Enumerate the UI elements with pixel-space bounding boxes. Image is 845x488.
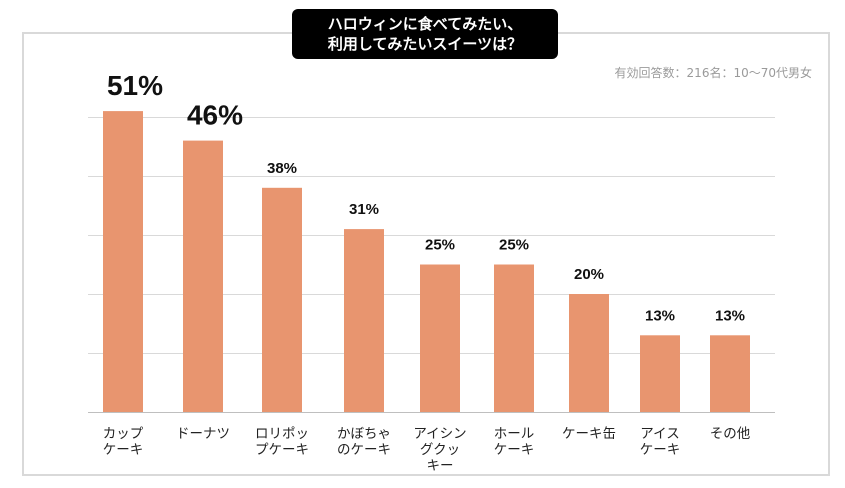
category-label: かぼちゃ <box>337 426 391 442</box>
category-label: のケーキ <box>337 442 391 458</box>
data-label: 31% <box>349 201 379 218</box>
chart-title-line-1: ハロウィンに食べてみたい、 <box>327 15 523 33</box>
bar <box>494 264 534 412</box>
category-label: ケーキ缶 <box>562 426 616 442</box>
data-label: 13% <box>645 307 675 324</box>
category-label: ケーキ <box>103 442 144 458</box>
data-label: 38% <box>267 160 297 177</box>
data-label: 46% <box>187 100 243 131</box>
bar <box>640 335 680 412</box>
bar <box>710 335 750 412</box>
category-label: キー <box>427 458 454 474</box>
category-label: ケーキ <box>494 442 535 458</box>
category-label: グクッ <box>420 442 460 458</box>
bar <box>183 140 223 412</box>
chart-title-line-2: 利用してみたいスイーツは？ <box>327 35 523 53</box>
bar <box>103 111 143 412</box>
category-label: ロリポッ <box>255 426 309 442</box>
data-label: 20% <box>574 266 604 283</box>
data-label: 51% <box>107 70 163 101</box>
category-label: プケーキ <box>255 442 309 458</box>
category-label: ホール <box>494 426 535 442</box>
category-label: ケーキ <box>640 442 681 458</box>
category-label: アイス <box>640 426 679 442</box>
category-label: その他 <box>710 426 751 442</box>
bar <box>569 294 609 412</box>
data-label: 25% <box>499 237 529 254</box>
category-label: アイシン <box>413 426 466 442</box>
bar <box>420 264 460 412</box>
category-label: カップ <box>103 426 144 442</box>
respondent-note: 有効回答数：216名：10〜70代男女 <box>614 66 812 80</box>
category-label: ドーナツ <box>176 426 230 442</box>
bar <box>262 187 302 412</box>
chart-title: ハロウィンに食べてみたい、 利用してみたいスイーツは？ <box>292 9 558 59</box>
data-label: 13% <box>715 307 745 324</box>
bar <box>344 229 384 412</box>
data-label: 25% <box>425 237 455 254</box>
